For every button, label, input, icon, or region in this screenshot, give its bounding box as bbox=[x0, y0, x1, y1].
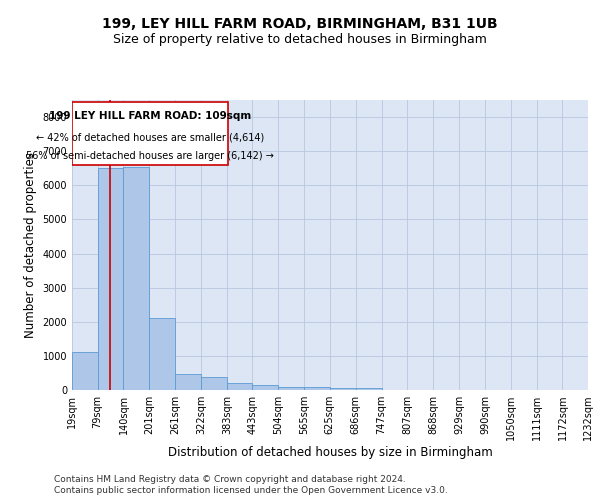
Text: 199 LEY HILL FARM ROAD: 109sqm: 199 LEY HILL FARM ROAD: 109sqm bbox=[49, 112, 251, 122]
Bar bbox=[330, 388, 356, 390]
Text: Contains HM Land Registry data © Crown copyright and database right 2024.: Contains HM Land Registry data © Crown c… bbox=[54, 474, 406, 484]
Text: ← 42% of detached houses are smaller (4,614): ← 42% of detached houses are smaller (4,… bbox=[36, 132, 264, 142]
Bar bbox=[253, 385, 278, 390]
Text: Size of property relative to detached houses in Birmingham: Size of property relative to detached ho… bbox=[113, 32, 487, 46]
Bar bbox=[124, 166, 149, 390]
Y-axis label: Number of detached properties: Number of detached properties bbox=[24, 152, 37, 338]
Text: 56% of semi-detached houses are larger (6,142) →: 56% of semi-detached houses are larger (… bbox=[26, 151, 274, 161]
X-axis label: Distribution of detached houses by size in Birmingham: Distribution of detached houses by size … bbox=[167, 446, 493, 459]
Bar bbox=[227, 383, 253, 390]
Bar bbox=[304, 388, 330, 390]
Bar bbox=[175, 374, 201, 390]
Bar bbox=[278, 387, 304, 390]
Bar bbox=[201, 378, 227, 390]
Text: Contains public sector information licensed under the Open Government Licence v3: Contains public sector information licen… bbox=[54, 486, 448, 495]
Bar bbox=[72, 102, 227, 165]
Bar bbox=[98, 168, 124, 390]
Bar bbox=[72, 352, 98, 390]
Bar bbox=[149, 318, 175, 390]
Text: 199, LEY HILL FARM ROAD, BIRMINGHAM, B31 1UB: 199, LEY HILL FARM ROAD, BIRMINGHAM, B31… bbox=[102, 18, 498, 32]
Bar bbox=[356, 388, 382, 390]
